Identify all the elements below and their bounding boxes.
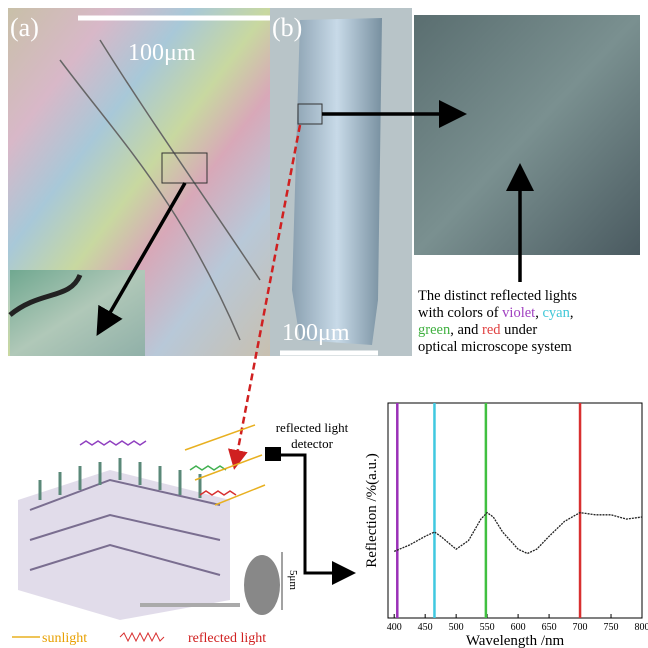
x-tick-label: 550 <box>480 622 495 633</box>
legend-wave <box>120 633 164 641</box>
arrow <box>280 455 350 573</box>
description-word: , and <box>450 322 482 338</box>
x-tick-label: 400 <box>387 622 402 633</box>
panel-label: (b) <box>272 13 302 42</box>
scale-label: 100μm <box>282 320 350 346</box>
photo-zoom <box>414 15 640 255</box>
description-word: , <box>570 305 574 321</box>
scale-structure <box>18 470 230 620</box>
x-tick-label: 700 <box>573 622 588 633</box>
x-tick-label: 650 <box>542 622 557 633</box>
x-axis-title: Wavelength /nm <box>466 633 565 648</box>
x-tick-label: 500 <box>449 622 464 633</box>
scale-label: 5μm <box>287 570 299 590</box>
legend-label: sunlight <box>42 631 87 646</box>
description-word: violet <box>502 305 535 321</box>
chart: 400 450 500 550 600 650 700 750 800 Wavelength /n… <box>364 403 648 648</box>
sunlight-ray <box>215 485 265 505</box>
x-tick-label: 800 <box>635 622 648 633</box>
figure: (a) 100μm (b) 100μm The distinct reflect… <box>0 0 648 648</box>
x-tick-label: 600 <box>511 622 526 633</box>
crystal <box>292 18 382 345</box>
description-word: under <box>501 322 538 338</box>
description-word: cyan <box>542 305 570 321</box>
description-word: green <box>418 322 451 338</box>
x-tick-label: 450 <box>418 622 433 633</box>
description-word: The distinct reflected lights <box>418 288 577 304</box>
detector-label: reflected light <box>276 420 349 435</box>
sunlight-ray <box>185 425 255 450</box>
description-word: red <box>482 322 501 338</box>
description-word: , <box>535 305 542 321</box>
scale-label: 100μm <box>128 40 196 66</box>
legend: sunlight reflected light <box>12 631 266 646</box>
description-word: optical microscope system <box>418 339 573 355</box>
y-axis-title: Reflection /%(a.u.) <box>364 453 380 568</box>
reflected-wave <box>80 441 146 445</box>
detector-label: detector <box>291 436 334 451</box>
structure: 5μm <box>18 425 299 620</box>
scale-zoom <box>244 555 280 615</box>
description-word: with colors of <box>418 305 502 321</box>
x-tick-label: 750 <box>604 622 619 633</box>
reflected-wave <box>190 466 226 470</box>
plot-frame <box>388 403 642 618</box>
legend-label: reflected light <box>188 631 266 646</box>
detector <box>265 447 281 461</box>
panel-label: (a) <box>10 13 39 42</box>
